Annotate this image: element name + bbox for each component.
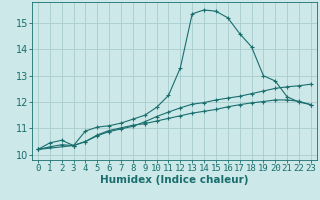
- X-axis label: Humidex (Indice chaleur): Humidex (Indice chaleur): [100, 175, 249, 185]
